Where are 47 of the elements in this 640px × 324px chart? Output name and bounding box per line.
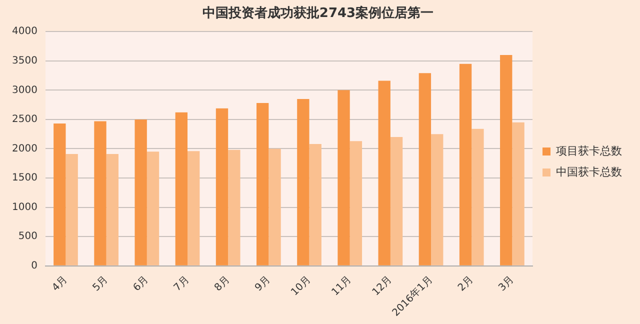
legend-label: 中国获卡总数 [556, 165, 622, 178]
y-tick-label: 2000 [12, 143, 38, 154]
x-tick-label: 7月 [172, 274, 192, 294]
bar [309, 144, 322, 266]
x-tick-label: 5月 [90, 274, 110, 294]
bar [472, 128, 484, 266]
bar [418, 73, 432, 266]
bar [146, 152, 160, 266]
y-tick-label: 4000 [12, 26, 38, 38]
bar [175, 112, 188, 266]
legend-label: 项目获卡总数 [556, 144, 622, 158]
bar [297, 98, 310, 266]
bar [216, 108, 228, 266]
x-tick-label: 11月 [330, 274, 354, 298]
x-tick-label: 6月 [132, 274, 151, 294]
chart-title: 中国投资者成功获批2743案例位居第一 [202, 5, 434, 22]
y-tick-label: 1500 [12, 172, 38, 184]
x-tick-label: 2月 [456, 274, 476, 294]
bar [66, 154, 78, 266]
bar [106, 154, 119, 266]
bar [338, 90, 350, 266]
x-tick-label: 8月 [212, 274, 232, 294]
bar [350, 141, 362, 266]
x-tick-label: 4月 [50, 274, 70, 294]
y-tick-label: 0 [31, 260, 38, 272]
bar [228, 150, 240, 266]
y-tick-label: 1000 [12, 202, 38, 213]
bar [94, 121, 106, 266]
y-tick-label: 3000 [12, 84, 38, 96]
y-tick-label: 2500 [12, 114, 38, 126]
bar [378, 80, 390, 266]
bar [431, 134, 444, 266]
x-tick-label: 12月 [370, 274, 394, 298]
x-tick-label: 9月 [253, 274, 273, 294]
bar [134, 119, 147, 266]
bar [54, 124, 66, 266]
bar [512, 122, 524, 266]
bar [268, 148, 281, 266]
bar [500, 55, 512, 266]
x-tick-label: 3月 [496, 274, 516, 294]
x-tick-label: 10月 [289, 274, 314, 298]
bar [256, 103, 269, 266]
y-tick-label: 500 [18, 231, 38, 242]
y-tick-label: 3500 [12, 55, 38, 66]
bar [459, 64, 472, 266]
bar [188, 151, 200, 266]
bar [390, 137, 403, 266]
